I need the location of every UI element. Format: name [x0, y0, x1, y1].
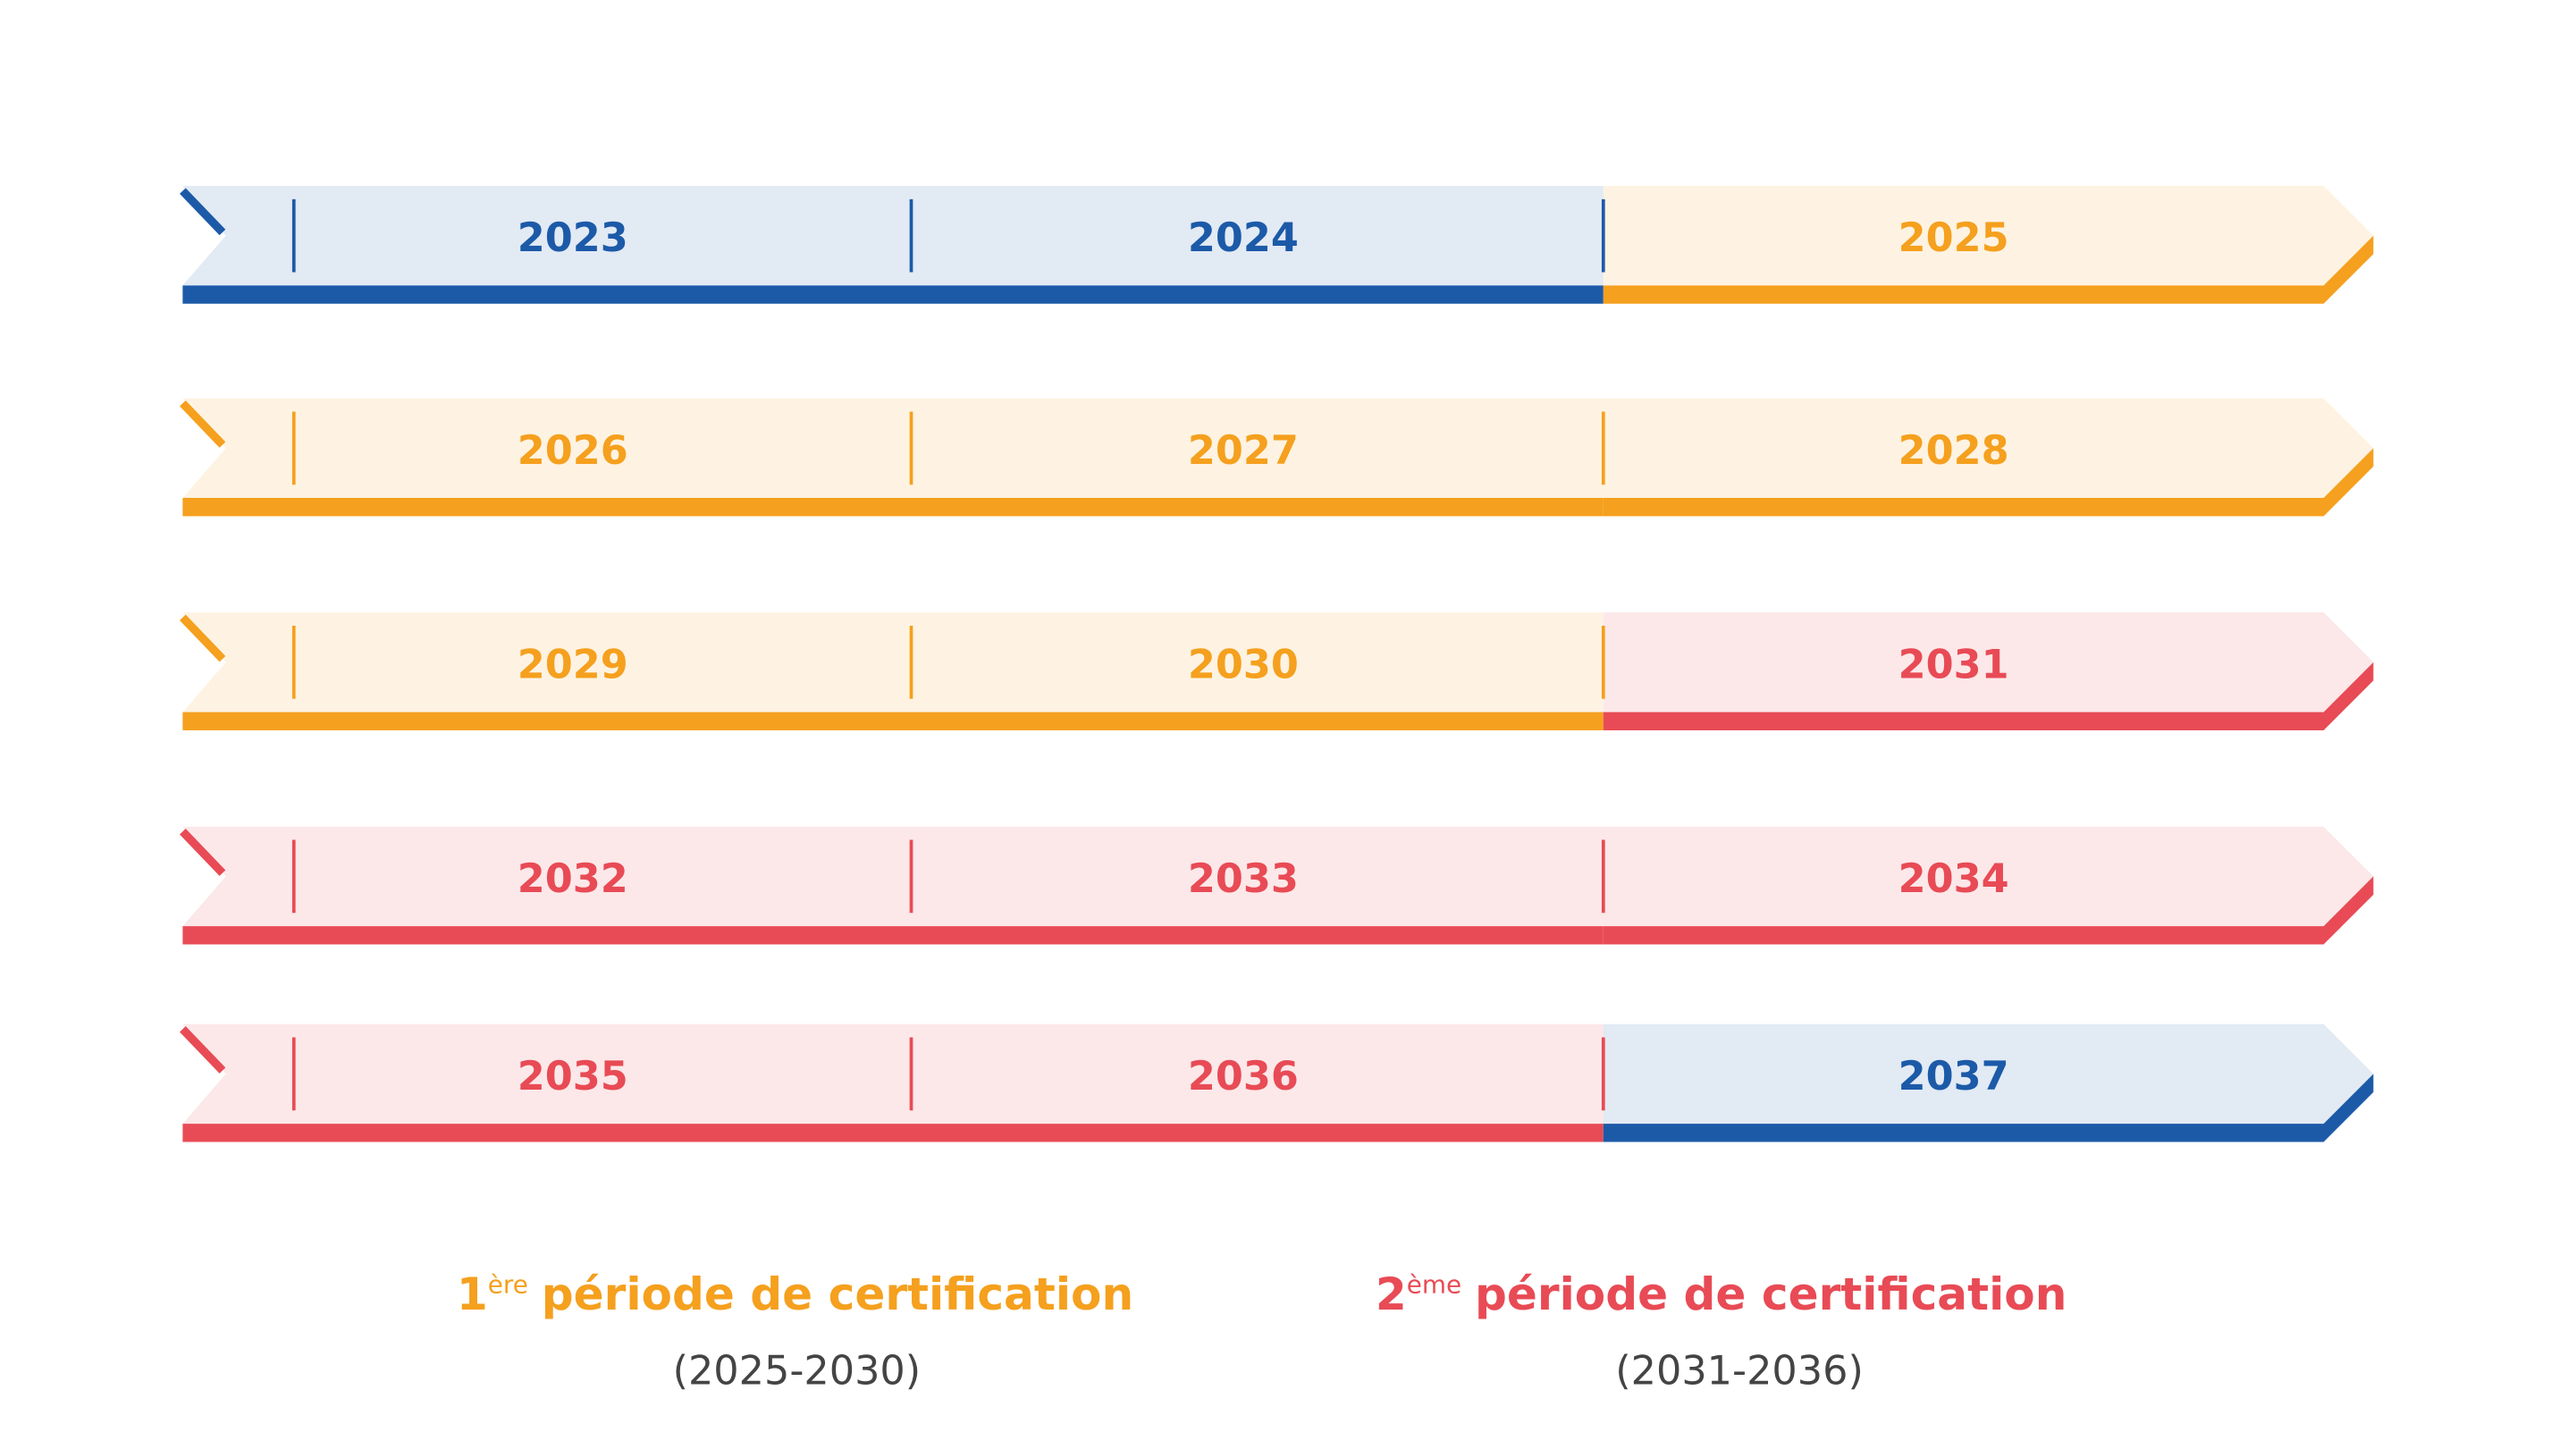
segment-band [911, 398, 1604, 499]
segment-band [1603, 826, 2374, 927]
notch-edge [180, 614, 226, 662]
year-label: 2030 [1188, 641, 1299, 687]
year-label: 2031 [1898, 641, 2009, 687]
timeline-row: 2035 2036 2037 [180, 1024, 2374, 1142]
segment-stripe [1603, 448, 2374, 517]
year-label: 2037 [1898, 1053, 2009, 1099]
legend-sup: ère [488, 1269, 528, 1299]
segment-band [1603, 398, 2374, 499]
segment-stripe [182, 285, 912, 304]
segment-stripe [911, 926, 1604, 945]
year-label: 2026 [518, 427, 628, 474]
segment-band [182, 185, 912, 286]
notch-edge [180, 829, 226, 876]
segment-stripe [911, 712, 1604, 730]
segment-band [911, 612, 1604, 712]
timeline-row: 2026 2027 2028 [180, 398, 2374, 517]
segment-band [182, 612, 912, 712]
segment-band [182, 398, 912, 499]
legend-text: période de certification [1475, 1268, 2067, 1320]
segment-stripe [1603, 235, 2374, 304]
legend-title: 2ème période de certification [1376, 1268, 2067, 1320]
timeline-row: 2029 2030 2031 [180, 612, 2374, 730]
year-label: 2034 [1898, 855, 2009, 902]
legend-number: 1 [457, 1268, 488, 1320]
legend-sup: ème [1407, 1269, 1461, 1299]
segment-stripe [1603, 876, 2374, 945]
segment-stripe [1603, 661, 2374, 730]
year-label: 2035 [518, 1053, 628, 1099]
legend-range: (2031-2036) [1615, 1348, 1864, 1394]
year-label: 2025 [1898, 215, 2009, 261]
segment-band [911, 185, 1604, 286]
year-label: 2033 [1188, 855, 1299, 902]
segment-band [1603, 1024, 2374, 1125]
legend-number: 2 [1376, 1268, 1407, 1320]
segment-band [911, 826, 1604, 927]
legend-title: 1ère période de certification [457, 1268, 1133, 1320]
segment-band [182, 826, 912, 927]
segment-band [911, 1024, 1604, 1125]
segment-band [182, 1024, 912, 1125]
segment-stripe [1603, 1074, 2374, 1142]
segment-stripe [911, 1124, 1604, 1142]
segment-stripe [182, 498, 912, 517]
year-label: 2032 [518, 855, 628, 902]
legend-text: période de certification [542, 1268, 1133, 1320]
segment-band [1603, 185, 2374, 286]
year-label: 2027 [1188, 427, 1299, 474]
segment-stripe [911, 498, 1604, 517]
year-label: 2028 [1898, 427, 2009, 474]
year-label: 2029 [518, 641, 628, 687]
segment-stripe [182, 712, 912, 730]
year-label: 2024 [1188, 215, 1299, 261]
timeline-row: 2032 2033 2034 [180, 826, 2374, 945]
notch-edge [180, 400, 226, 448]
timeline-row: 2023 2024 2025 [180, 185, 2374, 304]
year-label: 2023 [518, 215, 628, 261]
segment-band [1603, 612, 2374, 712]
year-label: 2036 [1188, 1053, 1299, 1099]
notch-edge [180, 1026, 226, 1074]
segment-stripe [182, 926, 912, 945]
legend-range: (2025-2030) [673, 1348, 922, 1394]
segment-stripe [911, 285, 1604, 304]
notch-edge [180, 188, 226, 236]
segment-stripe [182, 1124, 912, 1142]
